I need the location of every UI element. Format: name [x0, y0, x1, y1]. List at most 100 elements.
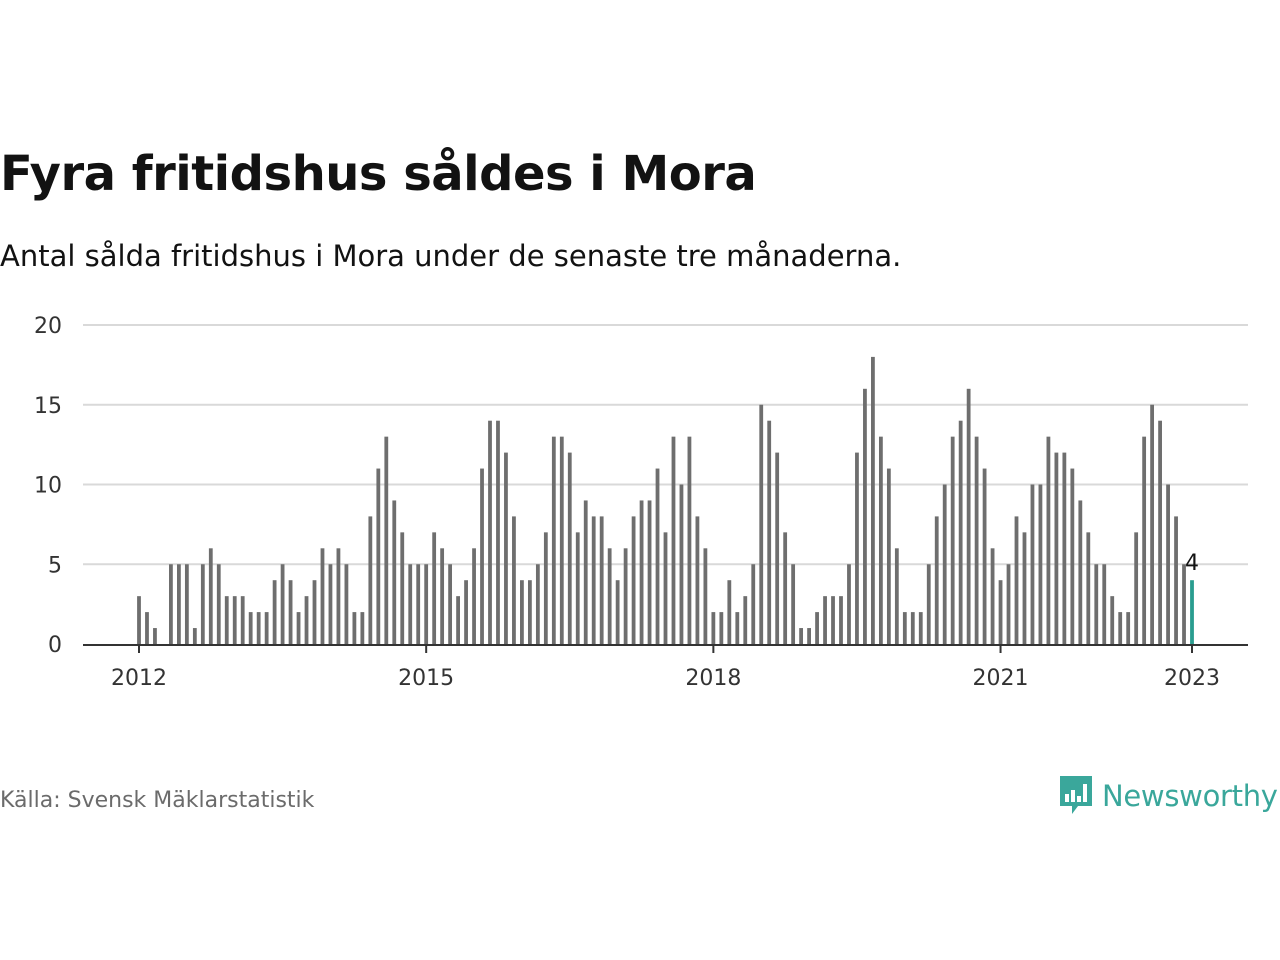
x-axis-ticks: 2012 2015 2018 2021 2023: [111, 645, 1220, 691]
bar: [711, 612, 716, 644]
bar: [368, 516, 373, 644]
bar: [855, 452, 859, 644]
bar: [464, 580, 468, 644]
bar: [839, 596, 843, 644]
bar: [847, 564, 851, 644]
bar: [567, 452, 572, 644]
bar: [232, 596, 237, 644]
bar: [551, 436, 556, 644]
x-tick-label: 2023: [1164, 666, 1220, 691]
bar: [416, 564, 421, 644]
bar: [328, 564, 333, 644]
bar: [783, 532, 788, 644]
bar: [743, 596, 748, 644]
x-tick-label: 2012: [111, 666, 167, 691]
bar: [1166, 484, 1170, 644]
bar: [472, 548, 476, 644]
bar: [759, 404, 764, 644]
x-tick-label: 2021: [973, 666, 1029, 691]
bar: [137, 596, 141, 644]
bar: [902, 612, 907, 644]
bar: [958, 420, 963, 644]
bar: [982, 468, 987, 644]
bar: [751, 564, 756, 644]
bar: [767, 420, 772, 644]
bar: [512, 516, 516, 644]
y-axis-ticks: 0 5 10 15 20: [34, 314, 62, 658]
bar: [176, 564, 181, 644]
source-note: Källa: Svensk Mäklarstatistik: [0, 788, 315, 813]
bar: [878, 436, 883, 644]
bar: [344, 564, 349, 644]
bar: [679, 484, 684, 644]
bar: [735, 612, 740, 644]
bar: [815, 612, 819, 644]
bar: [583, 500, 588, 644]
bar: [1110, 596, 1115, 644]
chart-subtitle: Antal sålda fritidshus i Mora under de s…: [0, 239, 902, 273]
brand-name: Newsworthy: [1102, 779, 1278, 813]
bar: [655, 468, 660, 644]
bar: [1062, 452, 1067, 644]
bar: [153, 628, 157, 644]
bar: [504, 452, 508, 644]
bar-chart: 0 5 10 15 20 2012 2015 2018 2021 2023 4: [34, 314, 1248, 691]
bar: [240, 596, 245, 644]
bar: [527, 580, 532, 644]
bar: [1070, 468, 1075, 644]
bar: [264, 612, 269, 644]
bar: [934, 516, 939, 644]
bar: [886, 468, 891, 644]
bar: [440, 548, 445, 644]
bar: [384, 436, 389, 644]
bar: [352, 612, 357, 644]
bar: [408, 564, 413, 644]
x-tick-label: 2015: [398, 666, 454, 691]
bar: [942, 484, 947, 644]
y-tick-label: 5: [48, 553, 62, 578]
bar: [145, 612, 149, 644]
bar: [448, 564, 453, 644]
bar: [575, 532, 580, 644]
bar: [990, 548, 995, 644]
bar: [1014, 516, 1019, 644]
bar: [998, 580, 1003, 644]
bar: [376, 468, 381, 644]
bar: [296, 612, 301, 644]
bar: [336, 548, 341, 644]
bar: [910, 612, 915, 644]
bar: [703, 548, 708, 644]
bar: [1046, 436, 1051, 644]
y-tick-label: 15: [34, 394, 62, 419]
bar: [169, 564, 173, 644]
bar: [1150, 404, 1155, 644]
bar: [1078, 500, 1083, 644]
bar: [192, 628, 197, 644]
bar: [312, 580, 317, 644]
bar: [615, 580, 620, 644]
bar: [1038, 484, 1043, 644]
bar: [424, 564, 429, 644]
chart-title: Fyra fritidshus såldes i Mora: [0, 146, 757, 202]
bar: [520, 580, 524, 644]
y-tick-label: 10: [34, 474, 62, 499]
bar: [400, 532, 405, 644]
bar: [360, 612, 365, 644]
bar: [304, 596, 309, 644]
bar: [1142, 436, 1147, 644]
bar: [456, 596, 460, 644]
bar: [488, 420, 492, 644]
bars: [137, 356, 1194, 644]
bar: [1182, 564, 1186, 644]
bar: [950, 436, 955, 644]
bar: [663, 532, 668, 644]
bar: [392, 500, 397, 644]
bar: [559, 436, 564, 644]
x-tick-label: 2018: [685, 666, 741, 691]
bar: [823, 596, 827, 644]
brand-logo: Newsworthy: [1058, 774, 1278, 818]
bar: [1158, 420, 1162, 644]
bar: [599, 516, 604, 644]
bar: [926, 564, 931, 644]
bar: [1126, 612, 1131, 644]
